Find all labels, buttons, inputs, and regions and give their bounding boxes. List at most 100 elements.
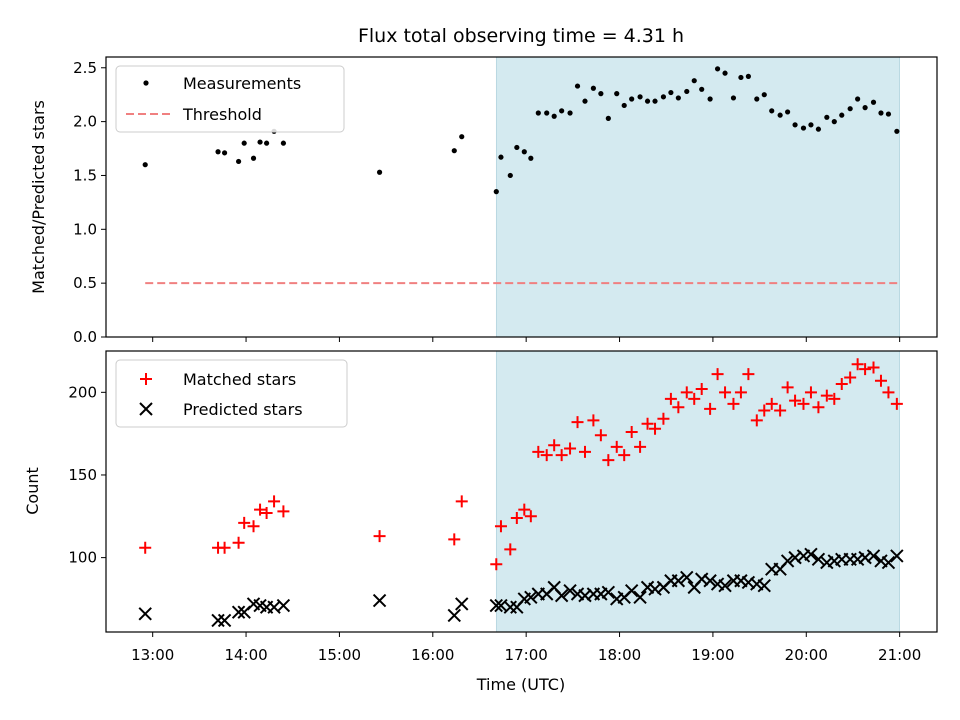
- bottom-x-ticks: 13:00 14:00 15:00 16:00 17:00 18:00 19:00 20:00…: [131, 632, 921, 664]
- matched-star-point: [238, 516, 251, 529]
- predicted-stars-points: [138, 547, 904, 628]
- measurement-point: [761, 92, 767, 98]
- matched-star-point: [610, 440, 623, 453]
- measurement-point: [574, 83, 581, 89]
- measurement-point: [559, 108, 565, 114]
- top-y-tick-label: 1.5: [73, 166, 97, 184]
- measurement-point: [870, 99, 877, 105]
- measurement-point: [839, 112, 845, 118]
- measurement-point: [652, 98, 658, 104]
- x-tick-label: 21:00: [878, 646, 921, 664]
- measurements-points: [142, 66, 900, 195]
- measurement-point: [376, 169, 383, 175]
- predicted-star-point: [624, 583, 639, 598]
- matched-star-point: [765, 397, 778, 410]
- top-shaded-span: [495, 56, 900, 338]
- measurement-point: [263, 140, 270, 146]
- measurement-point: [831, 119, 837, 125]
- top-y-tick-label: 0.5: [73, 274, 97, 292]
- legend-threshold-label: Threshold: [182, 105, 262, 124]
- matched-star-point: [448, 533, 461, 546]
- bottom-axes-frame: [105, 350, 938, 633]
- predicted-star-point: [866, 549, 881, 563]
- measurement-point: [714, 66, 721, 72]
- x-tick-label: 14:00: [224, 646, 267, 664]
- matched-star-point: [510, 511, 523, 524]
- matched-star-point: [867, 361, 880, 374]
- matched-star-point: [578, 445, 591, 458]
- measurement-point: [777, 112, 783, 118]
- bottom-panel: 100 150 200 13:00 14:00 15:00 16:00 17:00 18:00…: [23, 350, 938, 694]
- measurement-point: [691, 78, 697, 84]
- matched-star-point: [594, 429, 607, 442]
- matched-star-point: [804, 386, 817, 399]
- matched-star-point: [781, 381, 794, 394]
- measurement-point: [707, 96, 713, 102]
- measurement-point: [521, 149, 527, 155]
- matched-star-point: [540, 449, 553, 462]
- matched-star-point: [859, 363, 872, 376]
- matched-star-point: [664, 392, 677, 405]
- matched-star-point: [634, 440, 647, 453]
- matched-star-point: [828, 392, 841, 405]
- x-tick-label: 17:00: [505, 646, 548, 664]
- top-legend: Measurements Threshold: [115, 65, 345, 133]
- measurement-point: [684, 88, 690, 95]
- bottom-shaded-span: [495, 350, 900, 633]
- chart-title: Flux total observing time = 4.31 h: [358, 25, 684, 47]
- matched-star-point: [672, 401, 685, 414]
- measurement-point: [528, 155, 534, 161]
- matched-star-point: [844, 371, 857, 384]
- measurement-point: [785, 109, 791, 115]
- predicted-star-point: [563, 583, 577, 598]
- measurement-point: [878, 110, 884, 116]
- measurement-point: [535, 110, 541, 116]
- matched-star-point: [820, 389, 833, 402]
- measurement-point: [590, 85, 596, 91]
- matched-star-point: [260, 506, 273, 519]
- predicted-star-point: [890, 549, 904, 563]
- predicted-star-point: [780, 554, 795, 568]
- predicted-star-point: [455, 597, 469, 611]
- predicted-star-point: [680, 570, 694, 585]
- x-tick-label: 19:00: [691, 646, 734, 664]
- predicted-star-point: [489, 598, 503, 613]
- matched-star-point: [641, 417, 654, 430]
- measurement-point: [567, 110, 573, 116]
- matched-star-point: [758, 404, 771, 417]
- matched-star-point: [518, 503, 531, 516]
- measurement-point: [644, 98, 651, 104]
- predicted-star-point: [554, 588, 569, 603]
- matched-star-point: [524, 510, 537, 523]
- matched-star-point: [649, 422, 662, 435]
- measurement-point: [815, 126, 822, 132]
- predicted-star-point: [372, 593, 387, 608]
- matched-star-point: [851, 358, 864, 371]
- matched-star-point: [688, 392, 701, 405]
- predicted-star-point: [703, 574, 717, 588]
- predicted-star-point: [211, 613, 225, 628]
- matched-star-point: [711, 368, 724, 381]
- matched-star-point: [548, 439, 561, 452]
- bottom-y-ticks: 100 150 200: [68, 383, 106, 567]
- measurement-point: [894, 128, 900, 134]
- bottom-legend: Matched stars Predicted stars: [115, 359, 348, 428]
- measurement-point: [235, 158, 242, 165]
- predicted-star-point: [524, 590, 538, 604]
- matched-star-point: [874, 374, 887, 387]
- measurement-point: [507, 172, 513, 179]
- matched-stars-points: [139, 358, 903, 571]
- measurement-point: [660, 94, 667, 100]
- predicted-star-point: [633, 590, 647, 604]
- measurement-point: [250, 155, 257, 161]
- matched-star-point: [139, 541, 152, 554]
- measurement-point: [738, 74, 744, 81]
- predicted-star-point: [881, 555, 896, 570]
- measurement-point: [800, 125, 807, 131]
- matched-star-point: [277, 505, 290, 518]
- predicted-star-point: [718, 579, 732, 593]
- matched-star-point: [494, 520, 507, 533]
- x-tick-label: 13:00: [131, 646, 174, 664]
- measurement-point: [514, 144, 520, 151]
